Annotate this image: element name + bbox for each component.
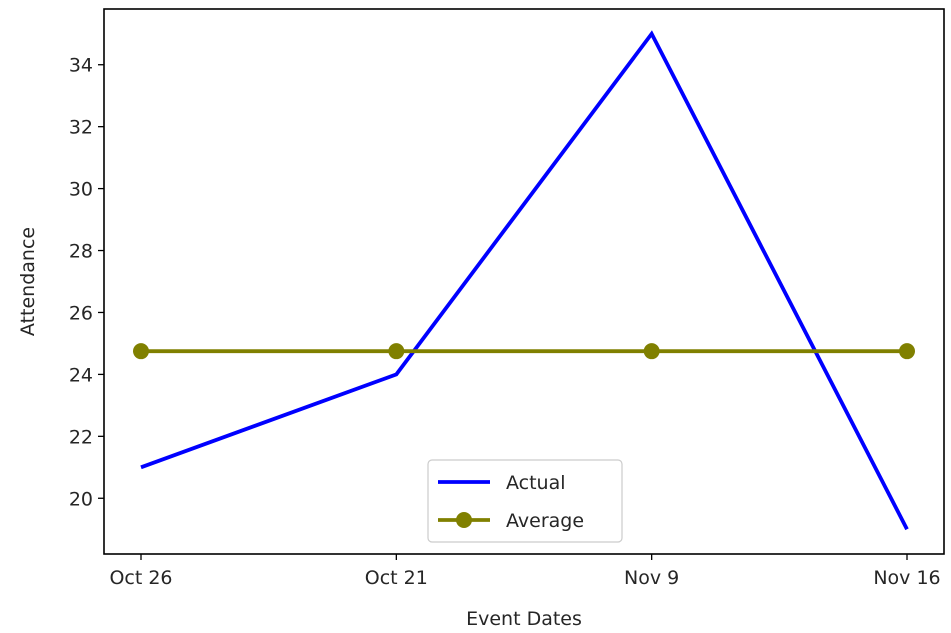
y-axis-ticks: 20 22 24 26 28 30 32 34 [69, 55, 104, 510]
x-tick-label: Oct 26 [109, 567, 172, 589]
series-line-actual [140, 30, 909, 531]
series-group [133, 30, 915, 531]
y-tick-label: 30 [69, 179, 93, 201]
y-tick-label: 32 [69, 117, 93, 139]
legend-marker-average [456, 512, 472, 528]
y-tick-label: 20 [69, 488, 93, 510]
y-tick-label: 28 [69, 241, 93, 263]
y-tick-label: 24 [69, 364, 93, 386]
plot-frame [103, 8, 945, 555]
x-axis-ticks: Oct 26 Oct 21 Nov 9 Nov 16 [109, 554, 941, 589]
x-tick-label: Oct 21 [365, 567, 428, 589]
y-tick-label: 26 [69, 302, 93, 324]
x-tick-label: Nov 16 [873, 567, 940, 589]
series-point-average [899, 343, 915, 360]
series-point-average [388, 343, 405, 360]
legend-label-average: Average [506, 510, 584, 532]
series-point-average [643, 343, 660, 360]
legend: Actual Average [427, 459, 623, 543]
legend-label-actual: Actual [506, 472, 566, 494]
x-axis-label: Event Dates [466, 608, 582, 630]
x-tick-label: Nov 9 [624, 567, 679, 589]
series-point-average [133, 343, 149, 360]
y-tick-label: 22 [69, 426, 93, 448]
y-tick-label: 34 [69, 55, 93, 77]
y-axis-label: Attendance [17, 227, 39, 336]
